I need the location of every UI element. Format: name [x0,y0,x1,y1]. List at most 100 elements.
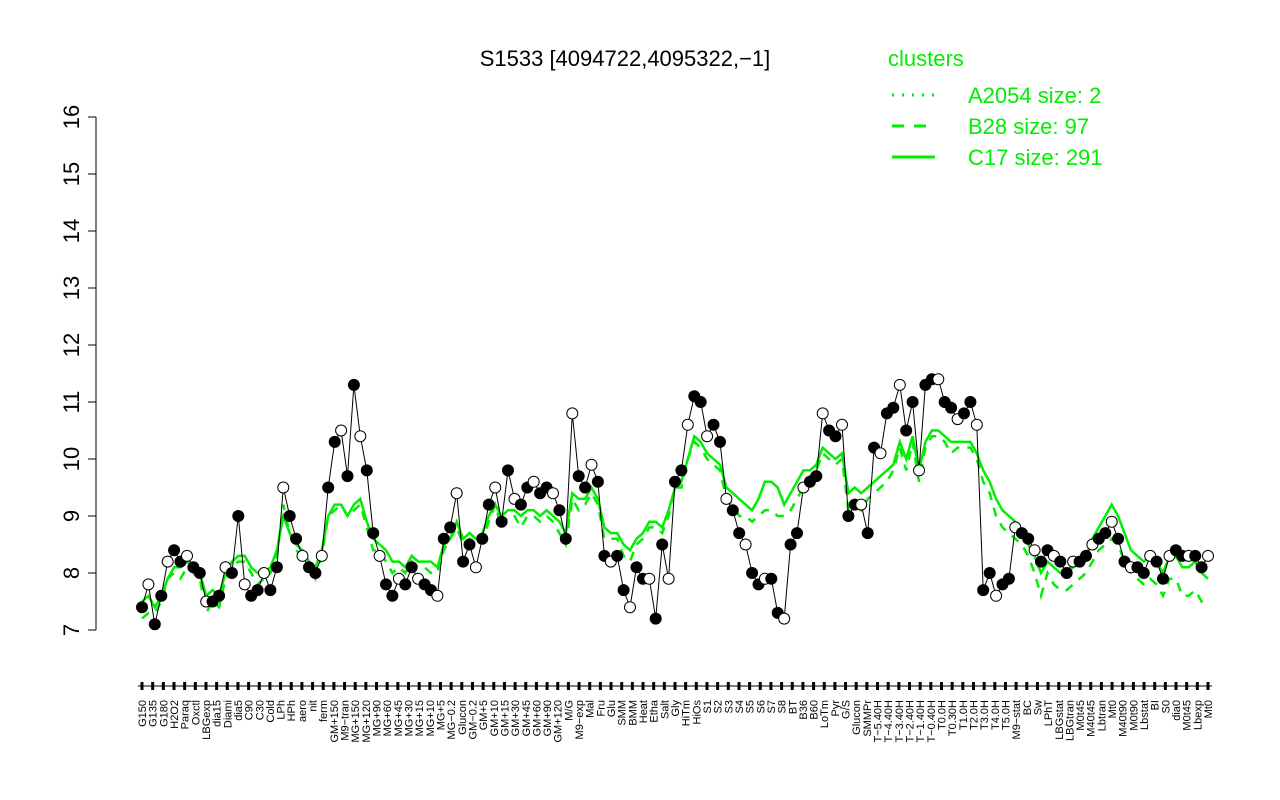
data-point [572,470,585,483]
data-point [765,572,778,585]
x-tick-label: M0t45 [1075,700,1087,731]
x-tick-label: GM+10 [489,700,501,736]
x-tick-label: M0t45 [1182,700,1194,731]
data-point [977,584,990,597]
x-tick-label: BI [1150,700,1162,710]
data-point [669,475,681,488]
data-point [906,396,919,408]
data-point [778,612,791,625]
data-point [836,418,848,431]
series-line-b28 [141,434,1209,620]
data-point [1202,549,1214,562]
x-tick-label: M9−stat [1011,700,1023,739]
data-point [810,470,823,483]
x-tick-label: Mt0 [1107,700,1119,718]
data-point [591,475,604,488]
data-point [1028,544,1041,557]
data-point [1099,527,1112,540]
legend-entry-b28: B28 size: 97 [968,114,1089,139]
data-point [617,584,630,597]
x-tick-label: S8 [777,700,789,713]
data-point [437,532,450,545]
data-point [861,527,874,540]
data-point [1189,549,1202,562]
x-tick-label: LPh [276,700,288,720]
data-point [457,555,470,568]
data-point [662,572,675,585]
x-tick-label: MG+90 [372,700,384,736]
data-point [1080,549,1092,562]
x-tick-label: MG+45 [393,700,405,736]
x-tick-label: G135 [148,700,160,727]
data-point [1137,567,1150,579]
data-point [148,618,161,631]
y-tick-label: 8 [59,567,84,579]
data-point [405,561,418,574]
data-point [1195,561,1208,574]
x-tick-label: LBGstat [1054,700,1066,740]
data-point [579,481,592,494]
x-tick-label: dia0 [1171,700,1183,721]
x-tick-label: GM+60 [531,700,543,736]
x-tick-label: S4 [734,700,746,713]
data-point [181,549,193,562]
y-tick-label: 15 [59,162,84,186]
x-axis: G150G135G180H2O2ParaqOxctlLBGexpdia15Dia… [137,682,1215,743]
data-point [155,589,168,602]
x-tick-label: T4.0H [990,700,1002,730]
data-point [527,475,540,488]
legend-title: clusters [888,46,964,71]
x-tick-label: MG+15 [414,700,426,736]
data-point [547,487,559,500]
x-tick-label: T0.0H [937,700,949,730]
x-tick-label: GM+30 [510,700,522,736]
y-tick-label: 12 [59,333,84,357]
x-tick-label: M9−tran [340,700,352,741]
x-tick-label: SMM [617,700,629,726]
x-tick-label: T−4.40H [883,700,895,743]
data-point [720,492,733,505]
data-point [649,612,662,625]
data-point [791,527,803,540]
data-point [1002,572,1015,585]
x-tick-label: G180 [158,700,170,727]
data-point [874,447,887,460]
data-point [232,510,245,522]
data-point [495,515,508,528]
data-point [1105,515,1118,528]
x-tick-label: S1 [702,700,714,713]
data-point [1112,532,1125,545]
x-tick-label: T2.0H [968,700,980,730]
x-tick-label: Lbtran [1096,700,1108,731]
data-point [983,567,996,579]
x-tick-label: G150 [137,700,149,727]
x-tick-label: S6 [755,700,767,713]
x-tick-label: T−2.40H [905,700,917,743]
legend-entry-c17: C17 size: 291 [968,145,1103,170]
x-tick-label: dia5 [233,700,245,721]
data-point [309,567,322,579]
x-tick-label: GM+120 [553,700,565,743]
data-point [900,424,913,437]
data-point [315,549,328,562]
data-point [142,578,155,591]
x-tick-label: MG+120 [361,700,373,743]
data-point [277,481,290,494]
data-point [913,464,925,477]
data-point [958,407,970,420]
data-point [367,527,380,540]
x-tick-label: MG+150 [350,700,362,743]
x-tick-label: MG+10 [425,700,437,736]
x-tick-label: Lbstat [1139,700,1151,730]
data-point [701,430,714,443]
data-point [746,567,759,579]
x-tick-label: GM+90 [542,700,554,736]
x-tick-label: Glucon [851,700,863,735]
series-line-c17 [141,429,1209,610]
x-tick-label: MG−0.2 [446,700,458,739]
x-tick-label: GM−0.2 [467,700,479,739]
data-point [322,481,335,494]
y-tick-label: 13 [59,276,84,300]
x-tick-label: Gly [670,700,682,717]
